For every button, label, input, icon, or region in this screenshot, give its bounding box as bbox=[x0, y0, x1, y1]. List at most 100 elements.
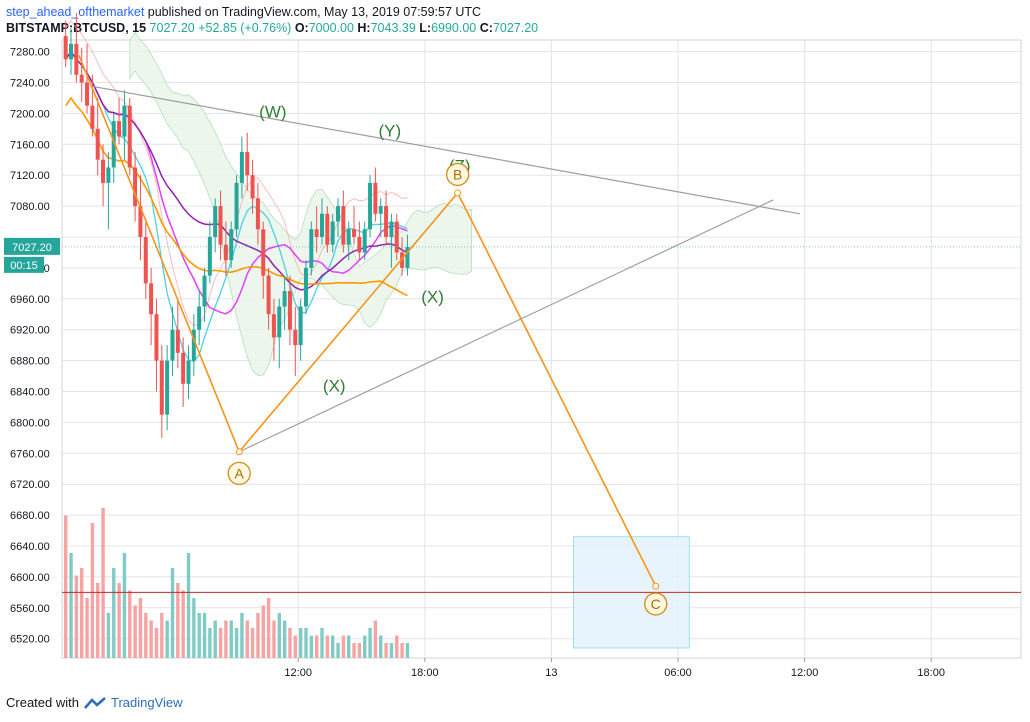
abc-badge bbox=[227, 461, 251, 486]
volume-bar bbox=[213, 620, 217, 658]
volume-bar bbox=[368, 628, 372, 658]
volume-bar bbox=[379, 635, 383, 658]
volume-bar bbox=[144, 613, 148, 658]
chart-grid bbox=[61, 39, 1022, 659]
candle-body bbox=[197, 306, 202, 330]
volume-bar bbox=[363, 635, 367, 658]
volume-bar bbox=[224, 620, 228, 658]
candle-body bbox=[154, 314, 159, 361]
candle-body bbox=[186, 360, 191, 384]
candle-body bbox=[170, 329, 175, 361]
y-tick-label: 6680.00 bbox=[10, 510, 50, 522]
ma-long-line bbox=[65, 96, 408, 297]
volume-bar bbox=[192, 598, 196, 658]
candle-body bbox=[277, 306, 282, 338]
x-tick-label: 18:00 bbox=[917, 667, 945, 679]
volume-bar bbox=[106, 613, 111, 658]
x-tick-label: 13 bbox=[545, 667, 557, 679]
candle-body bbox=[95, 128, 100, 160]
candle-body bbox=[213, 206, 218, 237]
candle-body bbox=[69, 43, 74, 60]
y-tick-label: 6640.00 bbox=[10, 541, 50, 553]
high-value: 7043.39 bbox=[370, 21, 416, 35]
volume-bars bbox=[64, 508, 410, 658]
volume-bar bbox=[277, 613, 281, 658]
candle-body bbox=[239, 152, 244, 183]
candle-body bbox=[373, 182, 378, 214]
volume-bar bbox=[400, 643, 404, 658]
volume-bar bbox=[80, 568, 84, 658]
volume-bar bbox=[186, 553, 191, 658]
x-tick-label: 12:00 bbox=[791, 667, 819, 679]
volume-bar bbox=[325, 635, 330, 658]
candle-body bbox=[357, 236, 362, 253]
candle-body bbox=[138, 206, 143, 237]
last-price: 7027.20 bbox=[149, 21, 195, 35]
candle-body bbox=[336, 206, 341, 222]
y-tick-label: 6760.00 bbox=[10, 448, 50, 460]
volume-bar bbox=[208, 628, 212, 658]
volume-bar bbox=[69, 553, 73, 658]
volume-bar bbox=[347, 635, 351, 658]
candle-body bbox=[261, 229, 266, 276]
abc-badge bbox=[445, 162, 470, 187]
created-with-label: Created with bbox=[6, 695, 79, 710]
y-tick-label: 7160.00 bbox=[10, 139, 50, 151]
footer: Created with TradingView bbox=[6, 695, 183, 710]
candle-body bbox=[85, 82, 90, 106]
low-label: L: bbox=[419, 21, 432, 35]
candle-body bbox=[282, 291, 287, 307]
volume-bar bbox=[373, 620, 378, 658]
volume-bar bbox=[395, 635, 399, 658]
y-tick-label: 7080.00 bbox=[10, 201, 50, 213]
candle-body bbox=[314, 229, 319, 237]
volume-bar bbox=[256, 613, 260, 658]
volume-bar bbox=[320, 628, 324, 658]
open-label: O: bbox=[294, 21, 309, 35]
candle-body bbox=[368, 182, 373, 230]
wave-label: (X) bbox=[323, 376, 346, 395]
x-tick-label: 06:00 bbox=[664, 667, 692, 679]
volume-bar bbox=[176, 583, 180, 658]
candle-body bbox=[303, 267, 308, 307]
abc-badge-label: C bbox=[651, 596, 661, 612]
volume-bar bbox=[245, 620, 249, 658]
y-tick-label: 6520.00 bbox=[10, 634, 50, 646]
volume-bar bbox=[133, 605, 137, 658]
candle-body bbox=[287, 291, 292, 330]
candle-body bbox=[389, 221, 394, 237]
volume-bar bbox=[384, 643, 388, 658]
abc-wave-line bbox=[78, 55, 657, 587]
volume-bar bbox=[309, 635, 314, 658]
candle-body bbox=[330, 221, 335, 245]
volume-bar bbox=[282, 620, 287, 658]
volume-bar bbox=[293, 635, 298, 658]
candle-body bbox=[405, 247, 410, 268]
volume-bar bbox=[170, 568, 175, 658]
volume-bar bbox=[314, 635, 319, 658]
author-link[interactable]: step_ahead_ofthemarket bbox=[6, 5, 145, 19]
candle-body bbox=[346, 229, 351, 245]
volume-bar bbox=[240, 613, 244, 658]
ohlc-line: BITSTAMP:BTCUSD, 15 7027.20 +52.85 (+0.7… bbox=[6, 20, 538, 36]
wave-label: (W) bbox=[259, 102, 286, 121]
volume-bar bbox=[336, 643, 340, 658]
candle-body bbox=[400, 252, 405, 268]
candle-body bbox=[245, 152, 250, 176]
abc-badge-label: B bbox=[453, 166, 462, 182]
tradingview-brand[interactable]: TradingView bbox=[110, 695, 183, 710]
volume-bar bbox=[341, 635, 346, 658]
volume-bar bbox=[272, 620, 276, 658]
volume-bar bbox=[122, 553, 127, 658]
volume-bar bbox=[266, 598, 271, 658]
candle-body bbox=[111, 121, 116, 168]
volume-bar bbox=[96, 583, 100, 658]
volume-bar bbox=[90, 523, 95, 658]
volume-bar bbox=[117, 583, 121, 658]
abc-badge-label: A bbox=[235, 465, 245, 481]
y-tick-label: 6800.00 bbox=[10, 417, 50, 429]
candle-body bbox=[229, 229, 234, 261]
candle-body bbox=[127, 105, 132, 168]
volume-bar bbox=[138, 598, 143, 658]
